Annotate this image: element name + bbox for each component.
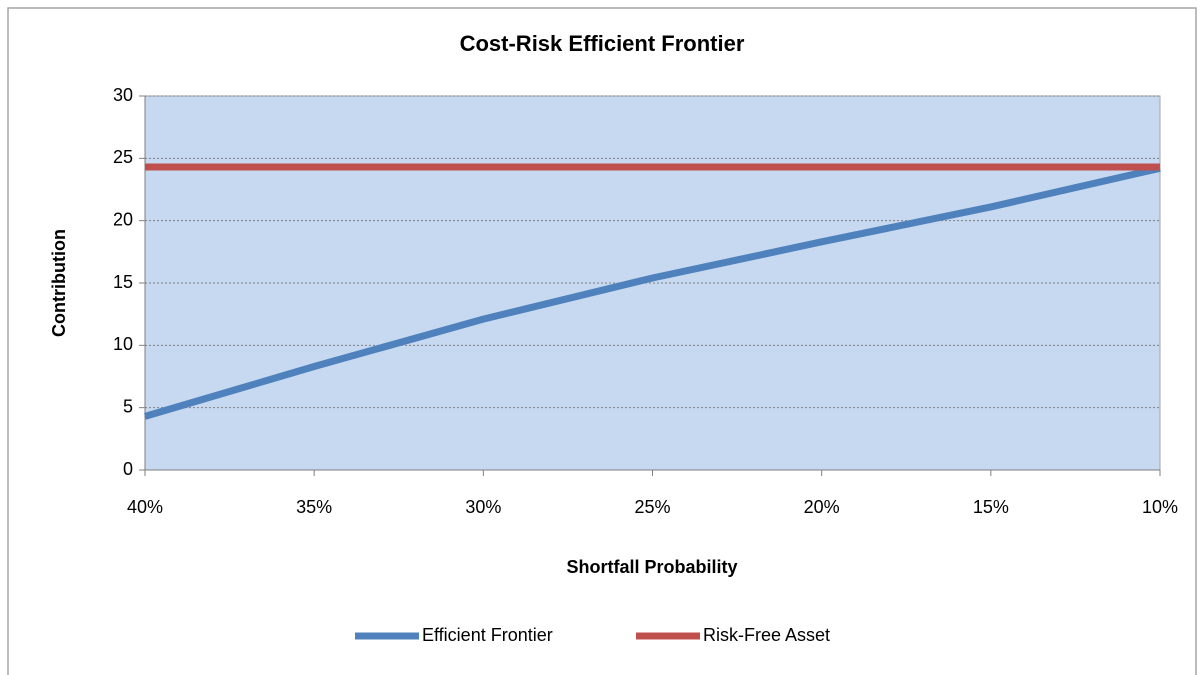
y-tick-label: 25 [113,147,133,167]
y-tick-label: 30 [113,85,133,105]
legend-label: Efficient Frontier [422,625,553,645]
chart-title: Cost-Risk Efficient Frontier [460,31,745,56]
x-tick-label: 30% [465,497,501,517]
x-tick-label: 10% [1142,497,1178,517]
series-line [144,164,1161,420]
x-tick-label: 20% [804,497,840,517]
chart-frame [7,7,1197,675]
y-tick-label: 5 [123,396,133,416]
x-tick-label: 15% [973,497,1009,517]
y-tick-label: 10 [113,334,133,354]
x-tick-label: 40% [127,497,163,517]
legend-label: Risk-Free Asset [703,625,830,645]
x-tick-label: 35% [296,497,332,517]
x-tick-label: 25% [634,497,670,517]
y-tick-label: 0 [123,459,133,479]
x-axis-label: Shortfall Probability [566,557,737,577]
y-axis-label: Contribution [49,229,69,337]
y-tick-label: 20 [113,209,133,229]
y-tick-label: 15 [113,272,133,292]
